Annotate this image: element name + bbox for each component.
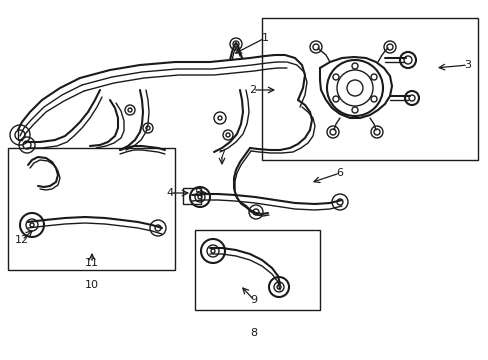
Text: 5: 5	[194, 188, 201, 198]
Circle shape	[276, 285, 281, 289]
Text: 1: 1	[261, 33, 268, 43]
Circle shape	[232, 41, 239, 47]
Circle shape	[370, 74, 376, 80]
Circle shape	[198, 195, 202, 199]
Text: 3: 3	[464, 60, 470, 70]
Text: 4: 4	[166, 188, 173, 198]
Circle shape	[128, 108, 132, 112]
Bar	[262, 18, 477, 160]
Circle shape	[225, 133, 229, 137]
Circle shape	[146, 126, 150, 130]
Text: 9: 9	[250, 295, 257, 305]
Text: 6: 6	[336, 168, 343, 178]
Bar	[183, 188, 201, 204]
Circle shape	[210, 249, 215, 253]
Text: 8: 8	[250, 328, 257, 338]
Text: 11: 11	[85, 258, 99, 268]
Text: 2: 2	[249, 85, 256, 95]
Circle shape	[332, 96, 338, 102]
Circle shape	[332, 74, 338, 80]
Circle shape	[351, 107, 357, 113]
Text: 7: 7	[218, 150, 225, 160]
Text: 10: 10	[85, 280, 99, 290]
Circle shape	[370, 96, 376, 102]
Bar	[195, 230, 319, 310]
Circle shape	[218, 116, 222, 120]
Circle shape	[351, 63, 357, 69]
Text: 12: 12	[15, 235, 29, 245]
Bar	[8, 148, 175, 270]
Circle shape	[30, 223, 34, 227]
